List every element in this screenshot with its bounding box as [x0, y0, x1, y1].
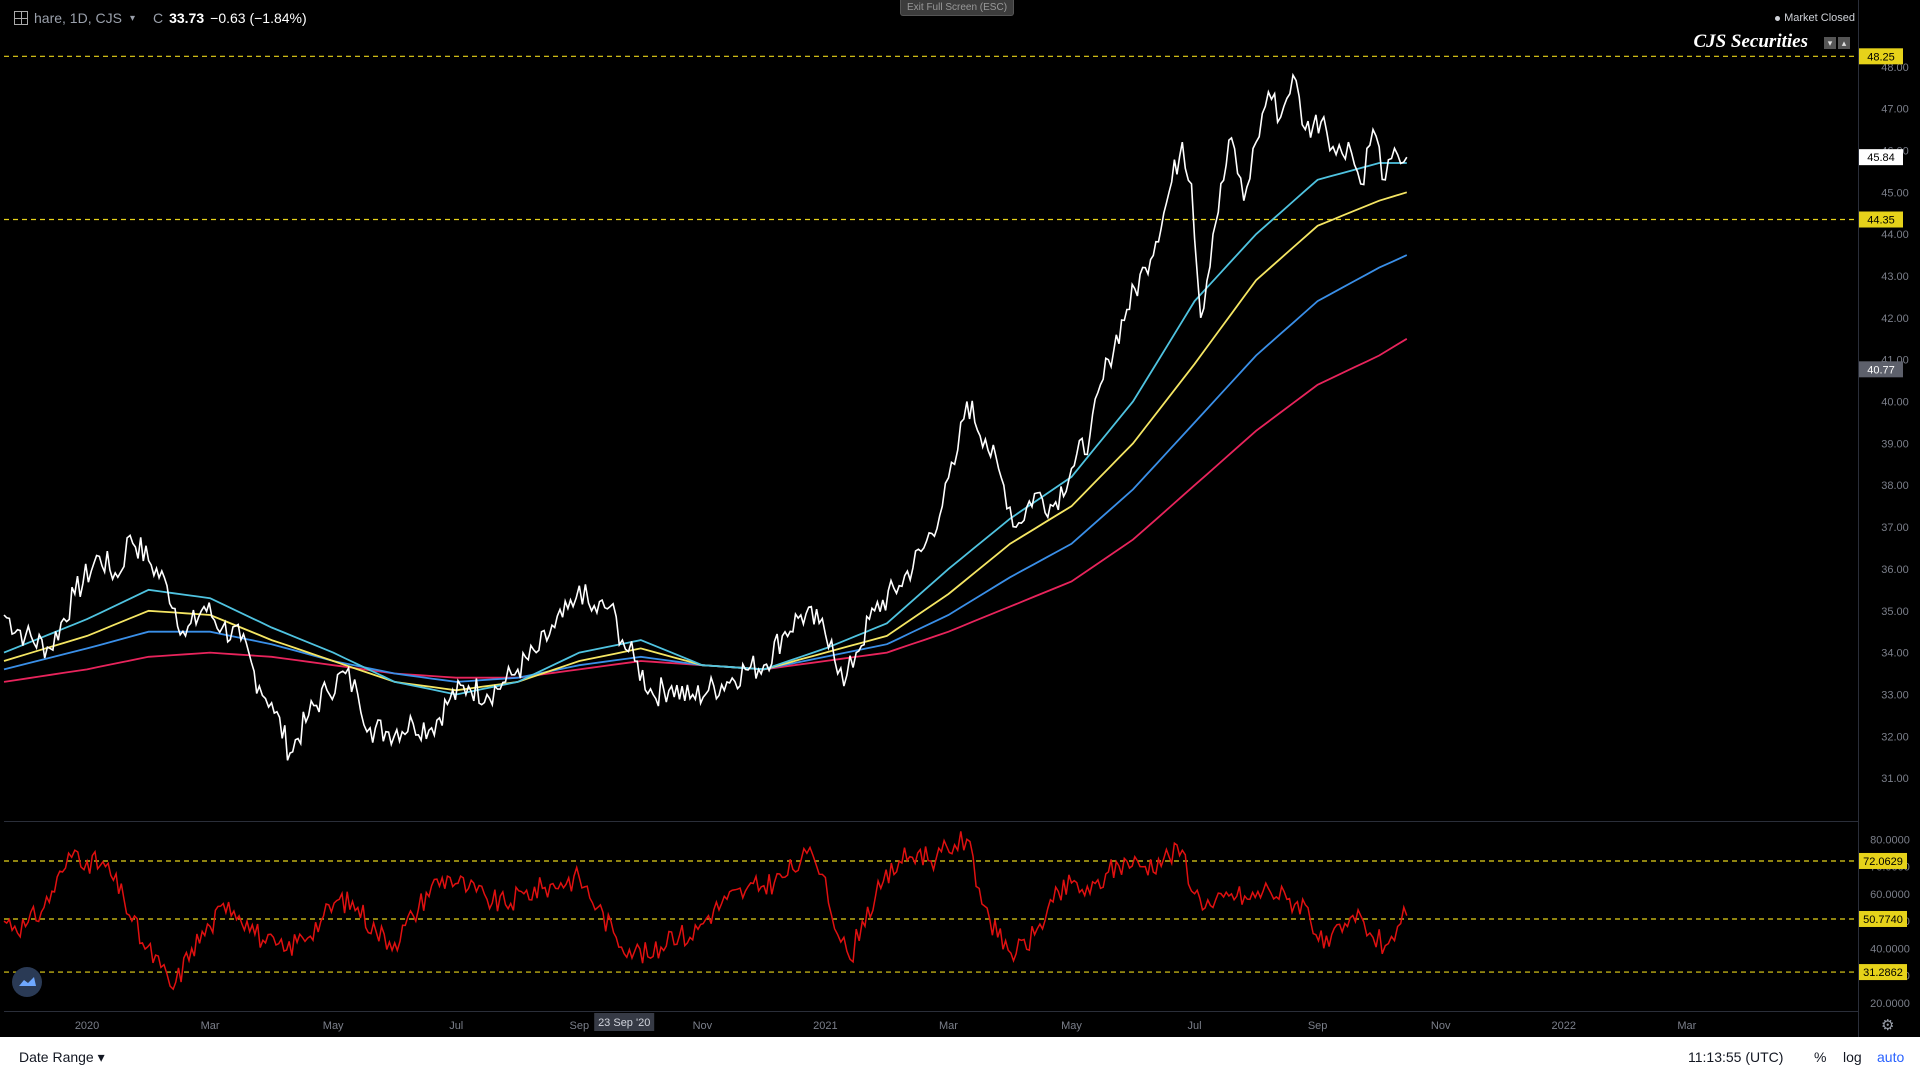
brand-watermark: CJS Securities — [1693, 31, 1808, 52]
y-tick-label: 37.00 — [1881, 522, 1909, 534]
y-tick-label: 31.00 — [1881, 773, 1909, 785]
osc-y-tick-label: 20.0000 — [1870, 998, 1910, 1010]
close-price: 33.73 — [169, 10, 205, 26]
y-tick-label: 39.00 — [1881, 438, 1909, 450]
clock-time[interactable]: 11:13:55 (UTC) — [1688, 1049, 1784, 1065]
auto-toggle[interactable]: auto — [1877, 1049, 1905, 1065]
osc-level-label: 50.7740 — [1863, 914, 1903, 926]
x-tick-label: Nov — [693, 1020, 713, 1032]
price-badge — [1859, 149, 1903, 166]
crosshair-date-bg — [594, 1013, 655, 1031]
y-tick-label: 45.00 — [1881, 187, 1909, 199]
date-range-button[interactable]: Date Range ▾ — [19, 1049, 105, 1066]
x-tick-label: Jul — [1188, 1020, 1202, 1032]
oscillator-line — [3, 831, 1408, 991]
level-label: 48.25 — [1867, 51, 1895, 63]
price-badge — [1859, 361, 1903, 378]
osc-level-badge — [1859, 852, 1907, 869]
y-tick-label: 36.00 — [1881, 564, 1909, 576]
x-tick-label: Sep — [570, 1020, 590, 1032]
osc-level-badge — [1859, 964, 1907, 981]
market-status-label: Market Closed — [1784, 12, 1855, 24]
crosshair-date-label: 23 Sep '20 — [598, 1017, 650, 1029]
y-tick-label: 47.00 — [1881, 104, 1909, 116]
chevron-down-icon: ▾ — [97, 1049, 105, 1065]
y-tick-label: 34.00 — [1881, 648, 1909, 660]
y-tick-label: 48.00 — [1881, 62, 1909, 74]
x-tick-label: Mar — [201, 1020, 220, 1032]
symbol-label[interactable]: hare, 1D, CJS — [34, 10, 122, 26]
tradingview-logo-icon[interactable] — [12, 967, 42, 997]
price-prefix: C — [152, 10, 164, 26]
osc-y-tick-label: 60.0000 — [1870, 889, 1910, 901]
ma-long-line — [3, 338, 1408, 683]
level-badge — [1859, 211, 1903, 228]
x-tick-label: 2020 — [75, 1020, 99, 1032]
x-tick-label: Jul — [449, 1020, 463, 1032]
osc-y-tick-label: 80.0000 — [1870, 834, 1910, 846]
ma-fast-line — [3, 162, 1407, 696]
x-tick-label: 2021 — [813, 1020, 837, 1032]
x-tick-label: Nov — [1431, 1020, 1451, 1032]
x-tick-label: Mar — [1677, 1020, 1696, 1032]
y-tick-label: 33.00 — [1881, 689, 1909, 701]
legend-header: hare, 1D, CJS ▾ C 33.73 −0.63 (−1.84%) — [14, 10, 307, 26]
brand-controls: ▾ ▴ — [1824, 37, 1850, 49]
y-tick-label: 32.00 — [1881, 731, 1909, 743]
settings-small-icon[interactable]: ▴ — [1838, 37, 1850, 49]
x-tick-label: May — [1061, 1020, 1082, 1032]
percent-toggle[interactable]: % — [1814, 1049, 1827, 1065]
log-toggle[interactable]: log — [1843, 1049, 1862, 1065]
y-tick-label: 35.00 — [1881, 606, 1909, 618]
y-tick-label: 38.00 — [1881, 480, 1909, 492]
market-status: Market Closed — [1775, 12, 1855, 24]
x-tick-label: 2022 — [1551, 1020, 1575, 1032]
osc-level-label: 72.0629 — [1863, 856, 1903, 868]
price-badge-label: 40.77 — [1867, 364, 1895, 376]
status-dot-icon — [1775, 15, 1781, 21]
y-tick-label: 43.00 — [1881, 271, 1909, 283]
chart-canvas[interactable]: 31.00 32.00 33.00 34.00 35.00 36.00 37.00 38.00… — [0, 0, 1920, 1037]
collapse-icon[interactable]: ▾ — [1824, 37, 1836, 49]
bottom-toolbar: Date Range ▾ 11:13:55 (UTC) % log auto — [0, 1037, 1920, 1080]
price-line — [3, 72, 1408, 761]
gear-icon[interactable]: ⚙ — [1881, 1017, 1895, 1034]
exit-fullscreen-button[interactable]: Exit Full Screen (ESC) — [900, 0, 1015, 16]
layout-grid-icon[interactable] — [14, 11, 28, 25]
y-tick-label: 42.00 — [1881, 313, 1909, 325]
x-tick-label: Sep — [1308, 1020, 1328, 1032]
y-tick-label: 44.00 — [1881, 229, 1909, 241]
y-tick-label: 40.00 — [1881, 397, 1909, 409]
x-tick-label: May — [323, 1020, 344, 1032]
osc-y-tick-label: 40.0000 — [1870, 943, 1910, 955]
ma-slow-line — [3, 254, 1408, 683]
price-change: −0.63 (−1.84%) — [210, 10, 307, 26]
osc-level-label: 31.2862 — [1863, 967, 1903, 979]
level-label: 44.35 — [1867, 215, 1895, 227]
price-badge-label: 45.84 — [1867, 152, 1895, 164]
level-badge — [1859, 48, 1903, 65]
osc-level-badge — [1859, 910, 1907, 927]
date-range-label: Date Range — [19, 1049, 94, 1065]
chevron-down-icon[interactable]: ▾ — [129, 12, 135, 24]
x-tick-label: Mar — [939, 1020, 958, 1032]
